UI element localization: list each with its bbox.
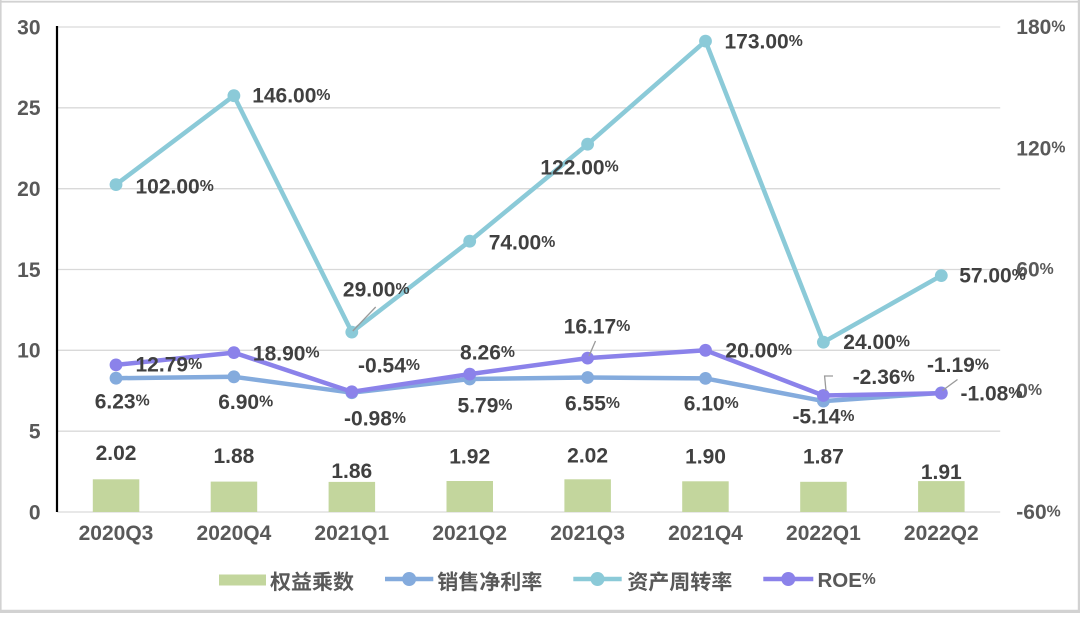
svg-text:-2.36%: -2.36% (853, 366, 915, 389)
svg-text:2.02: 2.02 (567, 445, 608, 468)
svg-text:-1.19%: -1.19% (927, 354, 989, 377)
svg-text:2021Q1: 2021Q1 (314, 522, 389, 545)
svg-text:5: 5 (29, 420, 41, 443)
svg-text:6.23%: 6.23% (95, 390, 150, 413)
svg-text:60%: 60% (1016, 259, 1053, 282)
svg-text:2020Q4: 2020Q4 (197, 522, 272, 545)
svg-text:2021Q2: 2021Q2 (432, 522, 507, 545)
svg-text:6.55%: 6.55% (565, 393, 620, 416)
svg-text:12.79%: 12.79% (136, 354, 203, 377)
svg-text:2022Q1: 2022Q1 (786, 522, 861, 545)
svg-text:30: 30 (17, 16, 40, 39)
svg-text:20.00%: 20.00% (725, 340, 792, 363)
svg-text:122.00%: 122.00% (540, 156, 618, 179)
svg-text:2022Q2: 2022Q2 (904, 522, 979, 545)
svg-text:146.00%: 146.00% (252, 85, 330, 108)
svg-text:-0.54%: -0.54% (358, 355, 420, 378)
svg-text:120%: 120% (1016, 137, 1065, 160)
svg-text:-1.08%: -1.08% (961, 382, 1023, 405)
svg-text:1.90: 1.90 (685, 445, 726, 468)
svg-text:2021Q4: 2021Q4 (668, 522, 743, 545)
svg-text:8.26%: 8.26% (460, 342, 515, 365)
svg-text:173.00%: 173.00% (725, 31, 803, 54)
svg-text:10: 10 (17, 340, 40, 363)
svg-text:0%: 0% (1016, 380, 1042, 403)
svg-text:29.00%: 29.00% (343, 278, 410, 301)
svg-text:2021Q3: 2021Q3 (550, 522, 625, 545)
svg-text:24.00%: 24.00% (843, 331, 910, 354)
svg-text:15: 15 (17, 259, 41, 282)
svg-text:-5.14%: -5.14% (792, 406, 854, 429)
svg-text:1.87: 1.87 (803, 445, 844, 468)
svg-text:180%: 180% (1016, 16, 1065, 39)
svg-text:-0.98%: -0.98% (344, 408, 406, 431)
svg-text:16.17%: 16.17% (564, 315, 631, 338)
svg-text:74.00%: 74.00% (489, 232, 556, 255)
svg-text:102.00%: 102.00% (136, 175, 214, 198)
svg-text:20: 20 (17, 178, 40, 201)
svg-text:6.90%: 6.90% (218, 391, 273, 414)
svg-text:2020Q3: 2020Q3 (79, 522, 154, 545)
svg-text:0: 0 (29, 501, 41, 524)
svg-text:5.79%: 5.79% (458, 395, 513, 418)
svg-text:6.10%: 6.10% (684, 393, 739, 416)
svg-text:ROE%: ROE% (818, 569, 876, 592)
svg-text:-60%: -60% (1016, 501, 1060, 524)
svg-text:18.90%: 18.90% (253, 342, 320, 365)
svg-text:1.86: 1.86 (331, 460, 372, 483)
svg-text:2.02: 2.02 (96, 442, 137, 465)
svg-text:1.92: 1.92 (449, 445, 490, 468)
svg-text:57.00%: 57.00% (959, 265, 1026, 288)
svg-text:1.88: 1.88 (213, 445, 254, 468)
svg-text:25: 25 (17, 97, 41, 120)
svg-text:1.91: 1.91 (921, 461, 962, 484)
